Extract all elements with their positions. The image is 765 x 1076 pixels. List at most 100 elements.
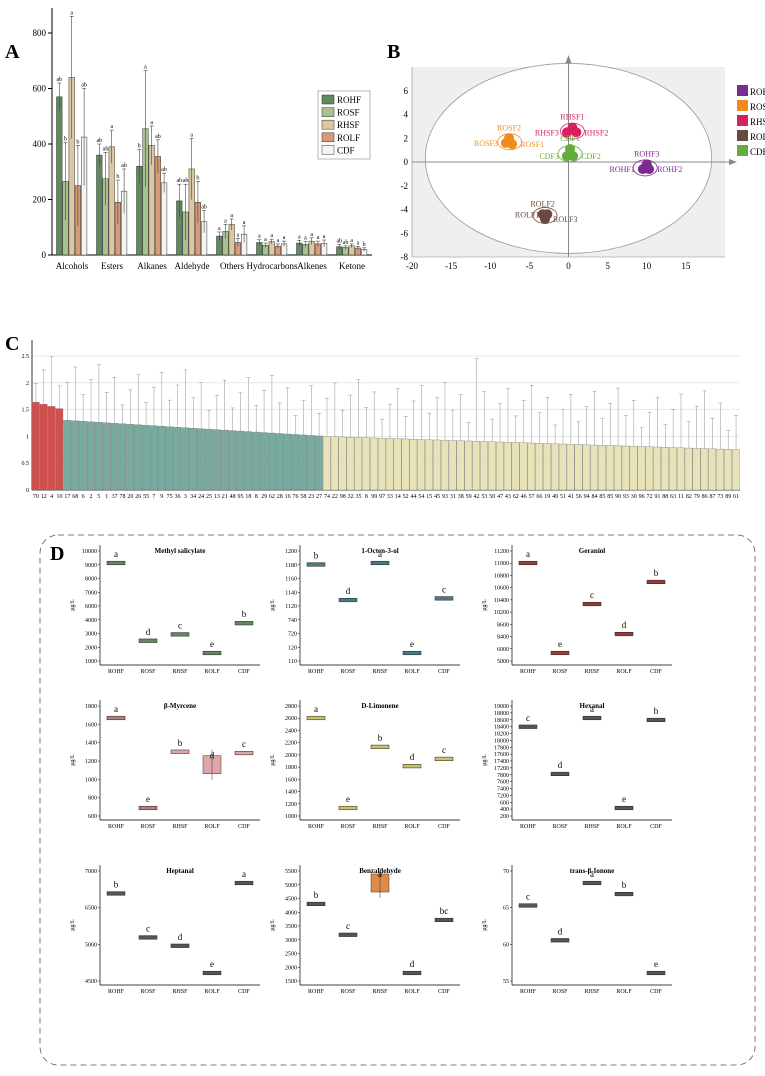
d-x-tick-label: ROLF — [404, 824, 420, 830]
d-y-tick-label: 7000 — [85, 869, 97, 875]
c-y-tick-label: 1.5 — [22, 408, 30, 414]
b-legend-swatch — [737, 130, 748, 141]
c-x-tick-label: 20 — [127, 494, 133, 500]
d-y-tick-label: 1200 — [285, 802, 297, 808]
a-significance-letter: a — [304, 236, 307, 242]
c-bar — [189, 428, 196, 490]
d-significance-letter: b — [378, 733, 383, 743]
c-x-tick-label: 5 — [97, 494, 100, 500]
a-significance-letter: ab — [56, 77, 62, 83]
a-legend-label: ROHF — [337, 95, 361, 105]
c-x-tick-label: 4 — [50, 494, 53, 500]
c-bar — [166, 427, 173, 490]
panel-d: Methyl salicylateμg/L1000200030004000600… — [40, 535, 755, 1065]
d-y-tick-label: 18200 — [494, 732, 509, 738]
c-x-tick-label: 36 — [175, 494, 181, 500]
d-y-label: μg/L — [270, 599, 276, 611]
d-y-tick-label: 2400 — [285, 728, 297, 734]
d-y-tick-label: 1000 — [85, 659, 97, 665]
d-box — [647, 718, 665, 722]
d-y-tick-label: 1000 — [85, 777, 97, 783]
a-category-label: Others — [220, 261, 244, 271]
a-category-label: Ketone — [339, 261, 365, 271]
a-significance-letter: a — [218, 226, 221, 232]
b-legend-label: CDF — [750, 147, 765, 157]
d-box — [171, 944, 189, 948]
c-bar — [174, 427, 181, 490]
c-x-tick-label: 26 — [135, 494, 141, 500]
a-legend-swatch — [322, 145, 334, 154]
d-x-tick-label: ROSF — [340, 989, 356, 995]
c-x-tick-label: 27 — [316, 494, 322, 500]
c-x-tick-label: 99 — [371, 494, 377, 500]
d-x-tick-label: ROSF — [140, 669, 156, 675]
a-significance-letter: ab — [96, 138, 102, 144]
c-bar — [79, 421, 86, 490]
d-x-tick-label: ROSF — [140, 824, 156, 830]
d-y-tick-label: 1400 — [85, 741, 97, 747]
c-bar — [512, 442, 519, 490]
c-x-tick-label: 16 — [285, 494, 291, 500]
c-bar — [402, 439, 409, 490]
c-x-tick-label: 96 — [639, 494, 645, 500]
d-significance-letter: d — [178, 932, 183, 942]
b-legend-swatch — [737, 145, 748, 156]
a-legend-label: ROSF — [337, 108, 360, 118]
d-significance-letter: e — [346, 794, 350, 804]
d-x-tick-label: RHSF — [372, 669, 388, 675]
d-significance-letter: c — [242, 739, 246, 749]
d-x-tick-label: CDF — [650, 824, 662, 830]
d-box — [615, 632, 633, 636]
c-bar — [229, 431, 236, 490]
c-bar — [480, 441, 487, 490]
c-x-tick-label: 62 — [269, 494, 275, 500]
b-legend-swatch — [737, 115, 748, 126]
c-bar — [716, 449, 723, 490]
c-x-tick-label: 7 — [152, 494, 155, 500]
d-x-tick-label: ROHF — [308, 989, 325, 995]
d-significance-letter: a — [590, 869, 594, 879]
c-bar — [158, 426, 165, 490]
panel-label-b: B — [387, 41, 400, 63]
d-y-tick-label: 8000 — [85, 577, 97, 583]
c-x-tick-label: 78 — [119, 494, 125, 500]
b-legend-label: ROLF — [750, 132, 765, 142]
d-significance-letter: c — [442, 584, 446, 594]
c-bar — [362, 438, 369, 490]
d-x-tick-label: ROLF — [404, 989, 420, 995]
c-bar — [528, 443, 535, 490]
d-box — [435, 597, 453, 601]
d-box — [435, 918, 453, 922]
c-y-tick-label: 0 — [26, 488, 29, 494]
c-x-tick-label: 68 — [72, 494, 78, 500]
d-y-tick-label: 1120 — [285, 604, 297, 610]
d-box — [435, 757, 453, 761]
d-y-tick-label: 18400 — [494, 725, 509, 731]
b-x-tick-label: -15 — [445, 261, 457, 271]
c-x-tick-label: 57 — [529, 494, 535, 500]
d-x-tick-label: CDF — [238, 669, 250, 675]
b-y-tick-label: 6 — [404, 86, 409, 96]
b-x-tick-label: 5 — [605, 261, 610, 271]
c-bar — [71, 421, 78, 490]
a-significance-letter: a — [264, 237, 267, 243]
d-y-label: μg/L — [482, 599, 488, 611]
b-point-label: ROLF1 — [515, 210, 539, 219]
c-bar — [433, 440, 440, 490]
c-bar — [661, 447, 668, 490]
d-significance-letter: b — [622, 880, 627, 890]
d-y-tick-label: 7600 — [497, 780, 509, 786]
c-bar — [323, 436, 330, 490]
d-y-tick-label: 3500 — [285, 924, 297, 930]
d-box — [139, 936, 157, 940]
c-bar — [276, 434, 283, 490]
c-bar — [134, 425, 141, 490]
c-bar — [591, 445, 598, 490]
a-legend-swatch — [322, 133, 334, 142]
d-y-label: μg/L — [70, 754, 76, 766]
c-x-tick-label: 85 — [599, 494, 605, 500]
b-point-label: ROSF1 — [520, 140, 544, 149]
d-box — [403, 971, 421, 975]
d-y-tick-label: 5000 — [285, 883, 297, 889]
